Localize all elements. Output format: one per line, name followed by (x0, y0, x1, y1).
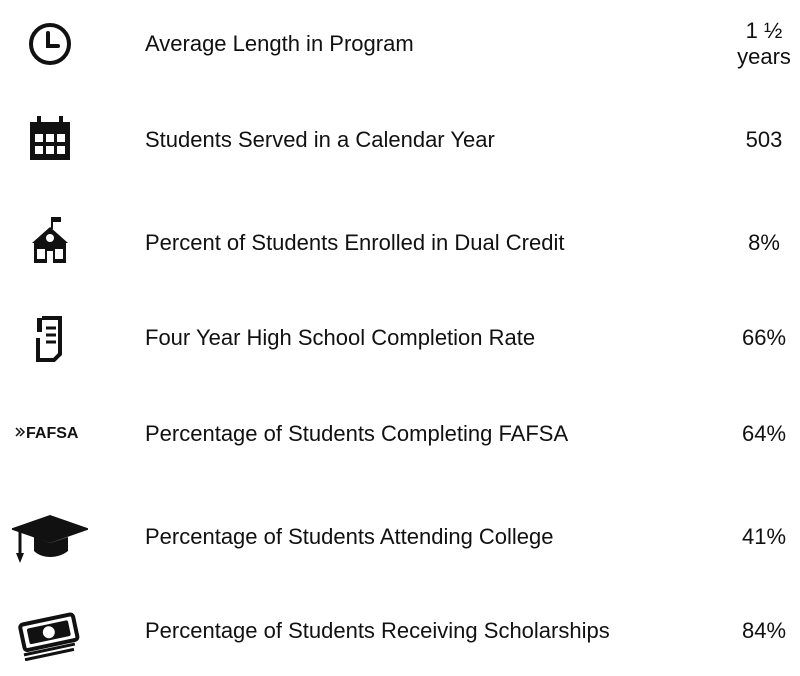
row-label: Percent of Students Enrolled in Dual Cre… (145, 230, 565, 255)
row-value: 8% (748, 230, 780, 255)
row-value: 64% (741, 421, 787, 446)
row-value: 84% (741, 618, 787, 643)
school-icon (32, 217, 68, 263)
icon-text: FAFSA (26, 425, 79, 442)
row-value: 503 (745, 127, 783, 152)
row-label: Percentage of Students Completing FAFSA (145, 421, 569, 446)
row-label: Four Year High School Completion Rate (145, 325, 536, 350)
row-value: 41% (741, 524, 787, 549)
clock-icon (29, 23, 71, 65)
row-label: Students Served in a Calendar Year (145, 127, 495, 152)
row: Average Length in Program 1 ½ years (0, 0, 800, 89)
row: Percent of Students Enrolled in Dual Cre… (0, 198, 800, 288)
row-label: Average Length in Program (145, 31, 414, 56)
graduation-cap-icon (12, 515, 88, 563)
row: Students Served in a Calendar Year 503 (0, 95, 800, 185)
fafsa-icon: FAFSA (15, 425, 79, 442)
row-label: Percentage of Students Attending College (145, 524, 554, 549)
row: FAFSA Percentage of Students Completing … (0, 389, 800, 479)
row-value: 1 ½ years (737, 18, 791, 69)
money-icon (18, 612, 80, 661)
row: Percentage of Students Attending College… (0, 492, 800, 582)
row-value: 66% (741, 325, 787, 350)
row: Percentage of Students Receiving Scholar… (0, 586, 800, 676)
row-label: Percentage of Students Receiving Scholar… (145, 618, 610, 643)
document-icon (36, 316, 62, 362)
row: Four Year High School Completion Rate 66… (0, 293, 800, 383)
calendar-icon (30, 116, 70, 160)
